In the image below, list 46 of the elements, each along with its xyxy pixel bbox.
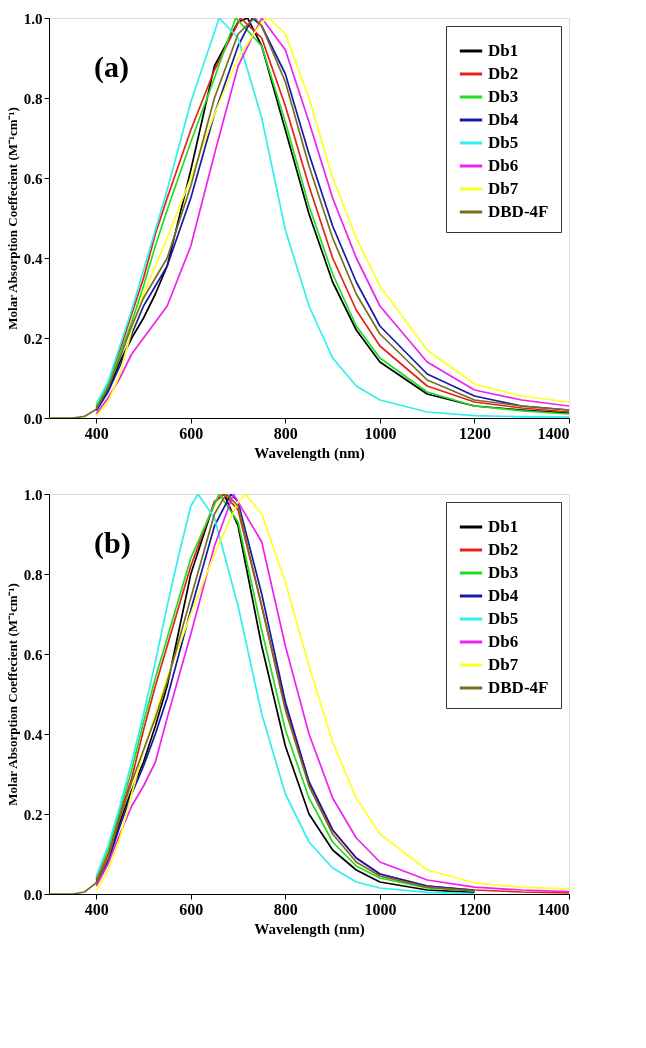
x-tick-label: 1000 bbox=[364, 900, 397, 918]
y-tick-label: 0.0 bbox=[23, 410, 43, 427]
legend-label: DBD-4F bbox=[488, 678, 549, 697]
legend-label: Db1 bbox=[488, 41, 519, 60]
x-tick-label: 400 bbox=[84, 900, 109, 918]
y-tick-label: 0.4 bbox=[23, 726, 43, 743]
y-tick-label: 0.4 bbox=[23, 250, 43, 267]
x-axis-title: Wavelength (nm) bbox=[254, 920, 365, 938]
y-tick-label: 0.2 bbox=[23, 330, 43, 347]
legend-label: Db5 bbox=[488, 609, 519, 628]
x-tick-label: 1400 bbox=[537, 424, 570, 442]
y-tick-label: 1.0 bbox=[23, 10, 43, 27]
x-tick-label: 1200 bbox=[458, 900, 491, 918]
legend-label: Db7 bbox=[488, 655, 519, 674]
legend-label: Db2 bbox=[488, 64, 519, 83]
x-tick-label: 400 bbox=[84, 424, 109, 442]
x-tick-label: 600 bbox=[179, 900, 204, 918]
x-tick-label: 1200 bbox=[458, 424, 491, 442]
y-tick-label: 0.0 bbox=[23, 886, 43, 903]
x-tick-label: 800 bbox=[273, 900, 298, 918]
legend-label: Db3 bbox=[488, 563, 519, 582]
y-axis-title: Molar Absorption Coeffecient (M⁻¹cm⁻¹) bbox=[4, 107, 20, 330]
legend-label: Db5 bbox=[488, 133, 519, 152]
legend-label: Db4 bbox=[488, 586, 519, 605]
annotation: (b) bbox=[94, 526, 131, 560]
x-tick-label: 1400 bbox=[537, 900, 570, 918]
legend-label: Db2 bbox=[488, 540, 519, 559]
y-tick-label: 0.2 bbox=[23, 806, 43, 823]
legend-label: Db4 bbox=[488, 110, 519, 129]
x-axis-title: Wavelength (nm) bbox=[254, 444, 365, 462]
legend-label: Db3 bbox=[488, 87, 519, 106]
annotation: (a) bbox=[94, 50, 129, 84]
y-tick-label: 0.6 bbox=[23, 646, 43, 663]
x-tick-label: 1000 bbox=[364, 424, 397, 442]
y-axis-title: Molar Absorption Coeffecient (M⁻¹cm⁻¹) bbox=[4, 583, 20, 806]
y-tick-label: 0.8 bbox=[23, 566, 43, 583]
legend-label: Db7 bbox=[488, 179, 519, 198]
y-tick-label: 0.6 bbox=[23, 170, 43, 187]
y-tick-label: 0.8 bbox=[23, 90, 43, 107]
legend-label: DBD-4F bbox=[488, 202, 549, 221]
legend-label: Db6 bbox=[488, 632, 519, 651]
x-tick-label: 600 bbox=[179, 424, 204, 442]
legend-label: Db1 bbox=[488, 517, 519, 536]
legend-label: Db6 bbox=[488, 156, 519, 175]
x-tick-label: 800 bbox=[273, 424, 298, 442]
y-tick-label: 1.0 bbox=[23, 486, 43, 503]
